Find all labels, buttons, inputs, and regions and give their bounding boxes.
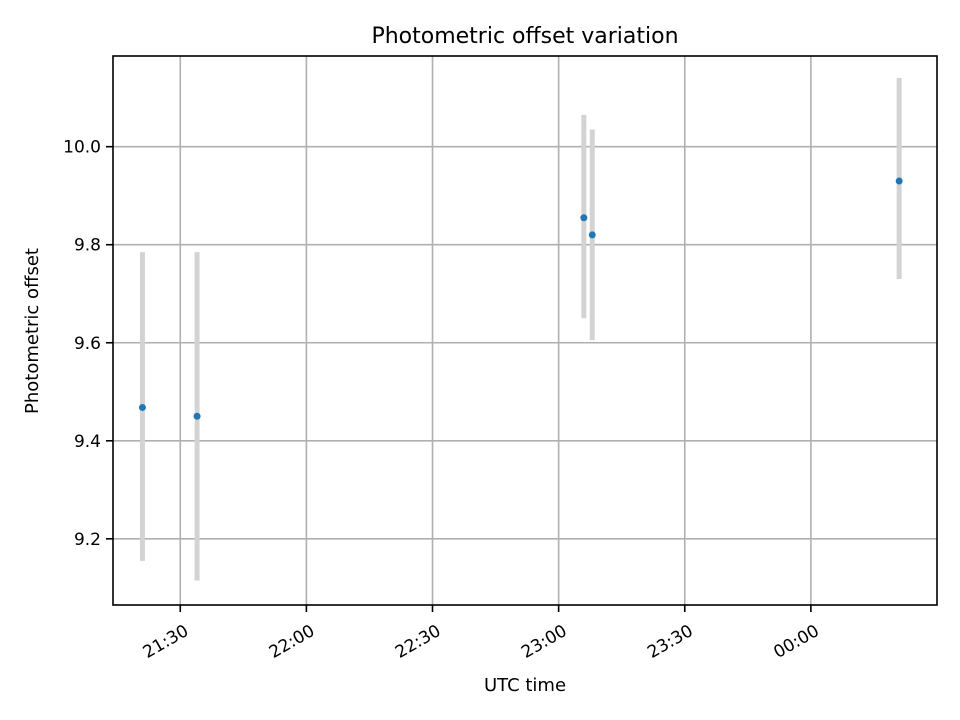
data-points	[138, 177, 903, 420]
y-tick-label: 9.4	[74, 432, 101, 452]
x-axis-ticks: 21:30 22:00 22:30 23:00 23:30 00:00	[140, 605, 823, 663]
data-point	[138, 403, 146, 411]
plot-frame	[112, 55, 938, 606]
grid-lines	[113, 56, 937, 605]
data-point	[588, 231, 596, 239]
y-tick-label: 9.2	[74, 530, 101, 550]
y-axis-ticks: 9.2 9.4 9.6 9.8 10.0	[63, 138, 113, 550]
error-bars	[139, 78, 902, 581]
x-tick-label: 23:00	[518, 621, 570, 663]
chart-title: Photometric offset variation	[371, 24, 678, 49]
x-tick-label: 22:00	[266, 621, 318, 663]
data-point	[580, 214, 588, 222]
x-tick-label: 23:30	[644, 621, 696, 663]
x-tick-label: 00:00	[770, 621, 822, 663]
data-point	[193, 412, 201, 420]
data-point	[895, 177, 903, 185]
y-axis-label: Photometric offset	[22, 248, 43, 414]
x-axis-label: UTC time	[484, 675, 566, 696]
y-tick-label: 9.6	[74, 334, 101, 354]
x-tick-label: 22:30	[392, 621, 444, 663]
x-tick-label: 21:30	[140, 621, 192, 663]
y-tick-label: 9.8	[74, 236, 101, 256]
y-tick-label: 10.0	[63, 138, 101, 158]
